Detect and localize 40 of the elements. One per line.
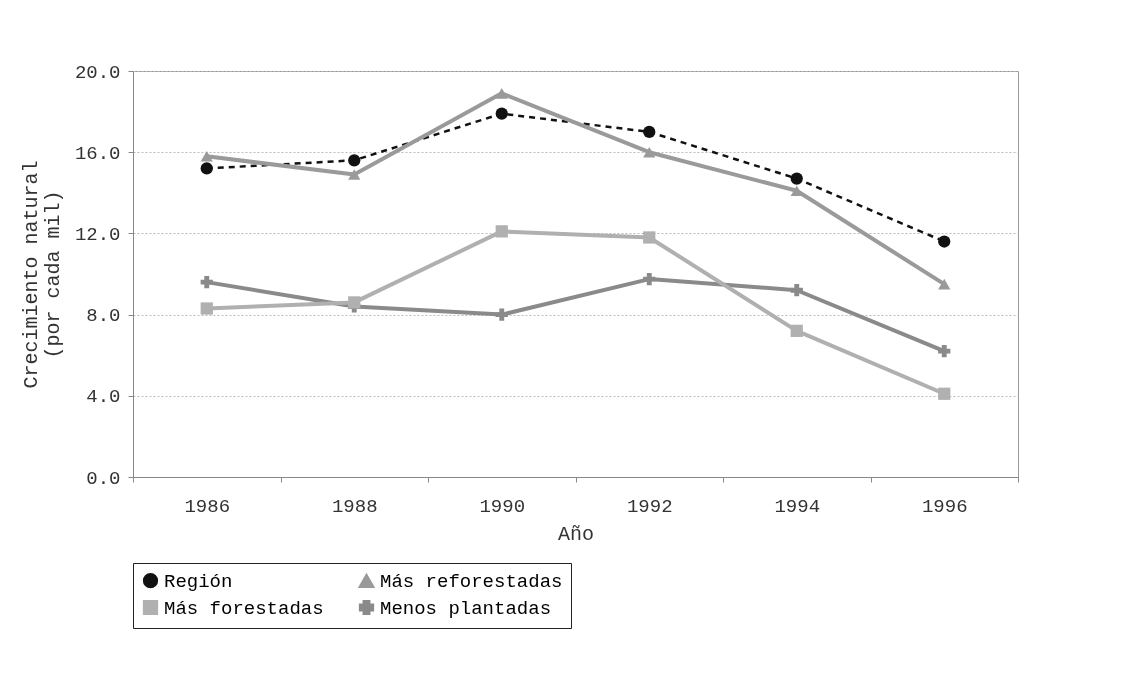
x-tick-label: 1994 (774, 495, 821, 518)
x-tick-label: 1992 (626, 495, 673, 518)
y-tick-label: 4.0 (86, 386, 121, 409)
point (348, 169, 361, 180)
point (938, 345, 951, 358)
point (643, 125, 656, 139)
point (643, 272, 656, 286)
y-tick-label: 0.0 (86, 467, 121, 490)
legend-label: Región (164, 570, 233, 593)
point (200, 162, 213, 175)
x-tick-label: 1986 (184, 495, 231, 518)
legend-label: Más reforestadas (380, 571, 563, 594)
y-tick-label: 8.0 (86, 305, 121, 328)
point (495, 308, 508, 321)
point (200, 302, 213, 315)
point (495, 225, 508, 238)
y-axis-title: Crecimiento natural (por cada mil) (19, 160, 65, 389)
legend-label: Menos plantadas (380, 597, 552, 620)
point (938, 235, 951, 248)
point (495, 107, 508, 120)
point (938, 278, 951, 290)
y-tick-label: 16.0 (74, 142, 121, 165)
point (348, 154, 361, 167)
point (790, 172, 803, 185)
point (200, 150, 213, 162)
point (790, 284, 803, 297)
point (938, 387, 951, 400)
y-tick-label: 12.0 (74, 223, 121, 246)
x-axis-title: Año (557, 522, 595, 546)
point (348, 296, 361, 309)
x-tick-label: 1988 (331, 495, 378, 518)
y-tick-label: 20.0 (74, 61, 121, 84)
point (643, 231, 656, 244)
x-tick-label: 1996 (921, 495, 968, 518)
point (200, 276, 213, 289)
point (790, 324, 803, 337)
x-tick-label: 1990 (479, 495, 526, 518)
legend-label: Más forestadas (164, 597, 324, 620)
point (643, 146, 656, 158)
point (495, 88, 508, 99)
